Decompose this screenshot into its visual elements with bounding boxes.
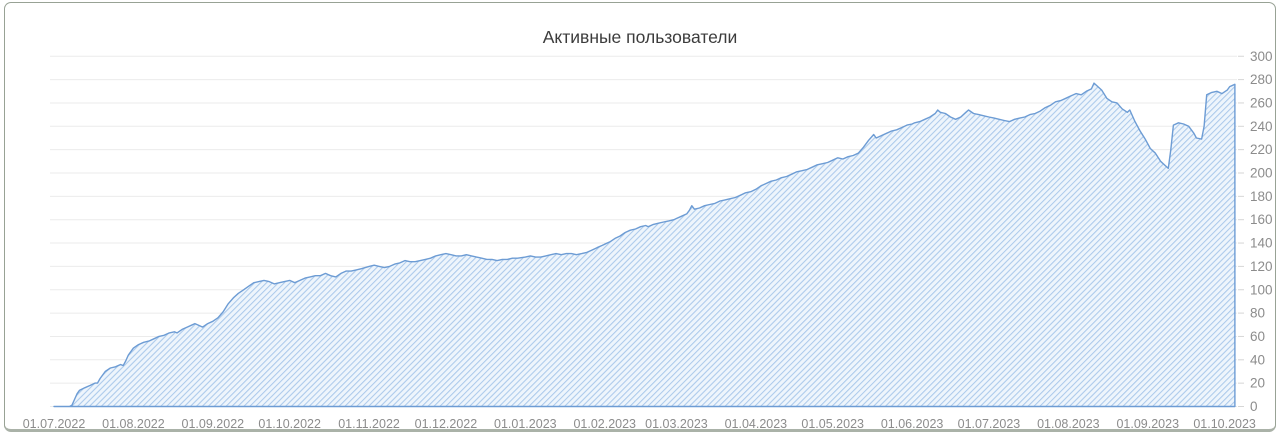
- x-axis-label: 01.06.2023: [881, 417, 944, 431]
- y-axis-label: 140: [1250, 236, 1273, 251]
- active-users-area-chart: 0 20 40 60 80 100 120 140 160 180 200 220 240 260 280 3…: [23, 49, 1273, 431]
- x-axis-label: 01.10.2022: [258, 417, 321, 431]
- x-axis-label: 01.08.2022: [102, 417, 165, 431]
- x-axis-label: 01.11.2022: [338, 417, 400, 431]
- y-axis-label: 20: [1250, 376, 1265, 391]
- x-axis-label: 01.12.2022: [415, 417, 478, 431]
- chart-title: Активные пользователи: [542, 27, 738, 47]
- chart-card: Активные пользователи 0 20 40 60 80 100 120 140…: [4, 2, 1276, 432]
- y-axis-label: 80: [1250, 306, 1265, 321]
- y-axis-label: 280: [1250, 72, 1273, 87]
- y-axis-label: 120: [1250, 259, 1273, 274]
- y-axis-label: 300: [1250, 49, 1273, 64]
- y-axis-label: 220: [1250, 142, 1273, 157]
- y-axis-label: 200: [1250, 166, 1273, 181]
- x-axis-label: 01.07.2022: [23, 417, 86, 431]
- x-axis-label: 01.10.2023: [1193, 417, 1256, 431]
- y-axis-label: 180: [1250, 189, 1273, 204]
- y-axis-label: 100: [1250, 282, 1273, 297]
- y-axis-label: 240: [1250, 119, 1273, 134]
- x-axis-label: 01.01.2023: [494, 417, 557, 431]
- x-axis-label: 01.09.2022: [182, 417, 245, 431]
- x-axis-label: 01.03.2023: [645, 417, 708, 431]
- x-axis-label: 01.05.2023: [801, 417, 864, 431]
- y-axis-label: 260: [1250, 95, 1273, 110]
- y-axis-label: 40: [1250, 352, 1265, 367]
- y-axis-label: 60: [1250, 329, 1265, 344]
- y-axis-label: 160: [1250, 212, 1273, 227]
- x-axis-label: 01.07.2023: [958, 417, 1021, 431]
- x-axis-label: 01.09.2023: [1116, 417, 1179, 431]
- x-axis-label: 01.02.2023: [573, 417, 636, 431]
- y-axis-label: 0: [1250, 399, 1258, 414]
- area-series-active-users: [53, 82, 1236, 408]
- x-axis-label: 01.08.2023: [1037, 417, 1100, 431]
- x-axis-label: 01.04.2023: [725, 417, 788, 431]
